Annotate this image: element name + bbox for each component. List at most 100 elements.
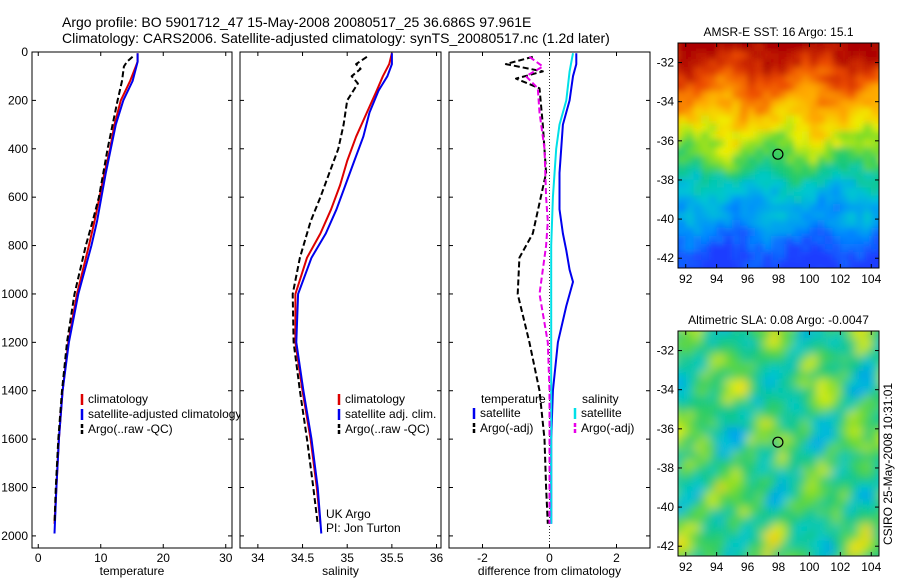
sst-map-field-cell	[801, 179, 810, 189]
sla-map-field-cell	[794, 339, 803, 348]
sst-map-field-cell	[701, 91, 710, 100]
sla-map-field-cell	[855, 363, 865, 372]
sst-map-field-cell	[801, 203, 810, 213]
sst-map-field-cell	[763, 43, 772, 52]
sla-map-field-cell	[678, 507, 687, 517]
salinity-series-line-2	[291, 55, 368, 524]
sst-map-field-cell	[809, 59, 818, 68]
sla-map-field-cell	[747, 507, 756, 517]
sla-map-field-cell	[763, 435, 772, 445]
sst-map-field-cell	[786, 251, 795, 261]
sla-map-field-cell	[855, 459, 865, 469]
sla-map-field-cell	[678, 411, 687, 420]
sla-map-field-cell	[832, 339, 841, 348]
sla-map-field-cell	[724, 531, 733, 541]
sla-map-field-cell	[824, 419, 834, 428]
sla-map-field-cell	[817, 371, 826, 380]
sla-map-field-cell	[755, 363, 764, 372]
sst-map-field-cell	[786, 43, 795, 52]
sst-map-field-cell	[855, 219, 865, 229]
sst-map-field-cell	[716, 195, 725, 205]
sst-map-field-cell	[739, 243, 749, 253]
sla-map-field-cell	[708, 355, 718, 364]
sst-map-field-cell	[747, 75, 756, 84]
sla-map-field-cell	[879, 371, 887, 380]
sla-map-field-cell	[824, 411, 834, 420]
sst-map-field-cell	[879, 35, 887, 44]
sst-map-field-cell	[770, 260, 780, 268]
sst-map-field-cell	[809, 115, 818, 124]
sst-map-xtick-label: 104	[861, 272, 881, 286]
sst-map-field-cell	[786, 268, 794, 277]
sst-map-field-cell	[809, 83, 818, 92]
sst-map-field-cell	[747, 83, 756, 92]
sst-map-field-cell	[732, 243, 741, 253]
sst-map-field-cell	[685, 131, 694, 140]
sla-map-field-cell	[732, 467, 741, 477]
sst-map-field-cell	[801, 99, 810, 108]
sst-map-field-cell	[879, 139, 887, 148]
sla-map-field-cell	[708, 531, 718, 541]
sst-map-field-cell	[879, 83, 887, 92]
sst-map-field-cell	[747, 131, 756, 140]
sst-map-field-cell	[770, 43, 780, 52]
sla-map-field-cell	[716, 411, 725, 420]
sst-map-field-cells	[678, 35, 887, 277]
sla-map-field-cell	[863, 427, 872, 436]
sst-map-field-cell	[871, 115, 879, 124]
sla-map-field-cell	[817, 347, 826, 356]
sla-map-field-cell	[693, 467, 702, 477]
sla-map-field-cell	[809, 395, 818, 404]
sst-map-field-cell	[678, 59, 687, 68]
difference-xtick-label: 2	[613, 551, 620, 565]
sla-map-field-cell	[763, 523, 772, 533]
sla-map-field-cell	[716, 379, 725, 388]
sla-map-field-cell	[708, 387, 718, 396]
sst-map-field-cell	[747, 163, 756, 173]
sst-map-field-cell	[855, 155, 865, 165]
sla-map-field-cell	[678, 548, 687, 556]
sst-map-field-cell	[871, 91, 879, 100]
sla-map-field-cell	[832, 523, 841, 533]
sst-map-field-cell	[778, 139, 787, 148]
sst-map-field-cell	[794, 171, 803, 181]
sla-map-field-cell	[786, 387, 795, 396]
sst-map-field-cell	[824, 139, 834, 148]
sst-map-field-cell	[879, 228, 887, 237]
sst-map-field-cell	[801, 235, 810, 245]
sst-map-field-cell	[739, 107, 749, 116]
sst-map-field-cell	[863, 171, 872, 181]
sst-map-field-cell	[871, 260, 879, 268]
sst-map-field-cell	[701, 171, 710, 181]
sst-map-field-cell	[693, 227, 702, 237]
sst-map-field-cell	[832, 251, 841, 261]
sla-map-field-cell	[701, 411, 710, 420]
sla-map-field-cell	[855, 475, 865, 485]
annotation-line1: UK Argo	[326, 507, 371, 521]
sla-map-field-cell	[685, 499, 694, 509]
sst-map-field-cell	[763, 243, 772, 253]
sst-map-field-cell	[778, 187, 787, 197]
sla-map-field-cell	[824, 331, 834, 340]
sla-map-field-cell	[832, 451, 841, 461]
sst-map-field-cell	[739, 155, 749, 165]
sst-map-field-cell	[763, 227, 772, 237]
sst-map-field-cell	[824, 219, 834, 229]
sst-map-field-cell	[724, 227, 733, 237]
sla-map-field-cell	[832, 419, 841, 428]
sla-map-field-cell	[755, 556, 763, 565]
sst-map-field-cell	[678, 203, 687, 213]
sst-map-field-cell	[755, 43, 764, 52]
sst-map-field-cell	[801, 107, 810, 116]
sst-map-field-cell	[832, 83, 841, 92]
sst-map-field-cell	[794, 99, 803, 108]
sst-map-field-cell	[739, 51, 749, 60]
sla-map-field-cell	[786, 339, 795, 348]
sst-map-field-cell	[879, 148, 887, 157]
sla-map-field-cell	[801, 379, 810, 388]
sst-map-field-cell	[763, 268, 771, 277]
sst-map-field-cell	[871, 179, 879, 189]
sst-map-field-cell	[786, 99, 795, 108]
sst-map-field-cell	[794, 115, 803, 124]
sst-map-field-cell	[763, 59, 772, 68]
